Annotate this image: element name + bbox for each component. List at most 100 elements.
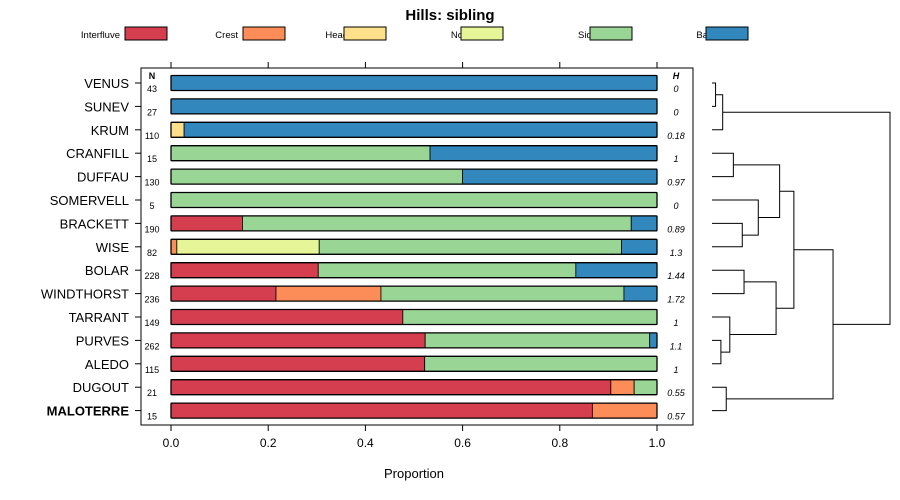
bar-segment-crest	[591, 402, 658, 419]
dendrogram-branch	[712, 152, 734, 178]
bar-segment-base-slope	[621, 238, 658, 255]
bar-segment-crest	[170, 238, 178, 255]
dendrogram-branch	[712, 339, 722, 365]
dendrogram-branch	[729, 281, 777, 336]
bar-outline	[170, 238, 658, 255]
bar-outline	[170, 379, 658, 396]
bar-segment-interfluve	[170, 215, 243, 232]
n-value: 236	[144, 295, 159, 305]
h-value: 1.44	[667, 271, 685, 281]
n-value: 149	[144, 318, 159, 328]
bar-outline	[170, 402, 658, 419]
bar-segment-side-slope	[424, 355, 658, 372]
x-tick-label: 0.2	[260, 436, 277, 450]
h-value: 1	[673, 318, 678, 328]
n-value: 15	[147, 154, 157, 164]
legend-swatch	[242, 26, 286, 41]
h-value: 0	[673, 201, 678, 211]
bar-outline	[170, 121, 658, 138]
row-label: SOMERVELL	[50, 193, 129, 208]
row-label: ALEDO	[85, 357, 129, 372]
n-value: 82	[147, 248, 157, 258]
bar-outline	[170, 308, 658, 326]
x-axis-label: Proportion	[384, 466, 444, 481]
dendrogram-branch	[712, 82, 717, 107]
n-value: 115	[145, 365, 159, 375]
dendrogram-branch	[733, 164, 781, 219]
h-value: 1	[673, 154, 678, 164]
bar-segment-base-slope	[170, 98, 658, 115]
legend-label: Crest	[215, 30, 238, 41]
n-value: 110	[145, 131, 159, 141]
bar-outline	[170, 74, 658, 92]
dendrogram	[712, 82, 891, 412]
x-tick-label: 0.4	[357, 436, 374, 450]
x-tick-label: 0.0	[163, 436, 180, 450]
bar-outline	[170, 332, 658, 349]
bar-segment-side-slope	[380, 285, 625, 302]
n-value: 15	[147, 412, 157, 422]
bar-segment-interfluve	[170, 285, 277, 302]
row-label: DUFFAU	[77, 170, 129, 185]
x-tick-label: 0.8	[551, 436, 568, 450]
bar-segment-base-slope	[170, 75, 658, 91]
x-tick-label: 1.0	[649, 436, 666, 450]
bar-segment-base-slope	[429, 145, 658, 162]
row-label: SUNEV	[84, 99, 129, 114]
bar-segment-side-slope	[633, 379, 658, 396]
row-label: BOLAR	[85, 263, 129, 278]
n-value: 43	[147, 84, 157, 94]
dendrogram-branch	[776, 190, 795, 309]
dendrogram-branch	[712, 222, 743, 248]
h-value: 0.57	[667, 412, 686, 422]
bar-segment-side-slope	[402, 309, 658, 325]
dendrogram-branch	[722, 111, 891, 325]
legend-swatch	[460, 26, 504, 41]
n-value: 130	[144, 178, 159, 188]
bar-segment-head-slope	[170, 121, 185, 138]
h-value: 0.97	[667, 178, 686, 188]
h-value: 0.89	[667, 224, 685, 234]
row-label: WISE	[96, 240, 130, 255]
bar-segment-side-slope	[318, 238, 622, 255]
chart-title: Hills: sibling	[405, 7, 494, 24]
h-value: 0	[673, 84, 678, 94]
bar-outline	[170, 98, 658, 115]
bar-segment-interfluve	[170, 355, 426, 372]
bar-segment-side-slope	[242, 215, 632, 232]
bar-outline	[170, 145, 658, 162]
legend-label: Interfluve	[81, 30, 120, 41]
n-value: 262	[144, 341, 159, 351]
bar-outline	[170, 355, 658, 372]
row-label: CRANFILL	[66, 146, 129, 161]
bar-segment-crest	[275, 285, 382, 302]
h-value: 1.72	[667, 295, 685, 305]
n-value: 5	[149, 201, 154, 211]
h-value: 0.18	[667, 131, 685, 141]
dendrogram-branch	[712, 386, 727, 412]
bar-segment-crest	[610, 379, 635, 396]
h-value: 1.3	[670, 248, 683, 258]
bar-segment-interfluve	[170, 402, 593, 419]
dendrogram-branch	[712, 94, 724, 131]
n-header: N	[149, 71, 156, 81]
legend-swatch	[343, 26, 387, 41]
bar-segment-side-slope	[170, 145, 431, 162]
bar-segment-nose-slope	[176, 238, 320, 255]
row-label: KRUM	[91, 123, 129, 138]
row-label: BRACKETT	[60, 216, 129, 231]
bar-segment-side-slope	[424, 332, 651, 349]
bar-segment-side-slope	[170, 168, 464, 185]
legend-swatch	[705, 26, 749, 41]
legend-swatch	[589, 26, 633, 41]
bar-outline	[170, 262, 658, 279]
bar-segment-side-slope	[170, 192, 658, 208]
bar-segment-base-slope	[183, 121, 658, 138]
dendrogram-branch	[712, 269, 745, 295]
bar-outline	[170, 168, 658, 185]
row-label: PURVES	[76, 333, 130, 348]
h-value: 0	[673, 107, 678, 117]
